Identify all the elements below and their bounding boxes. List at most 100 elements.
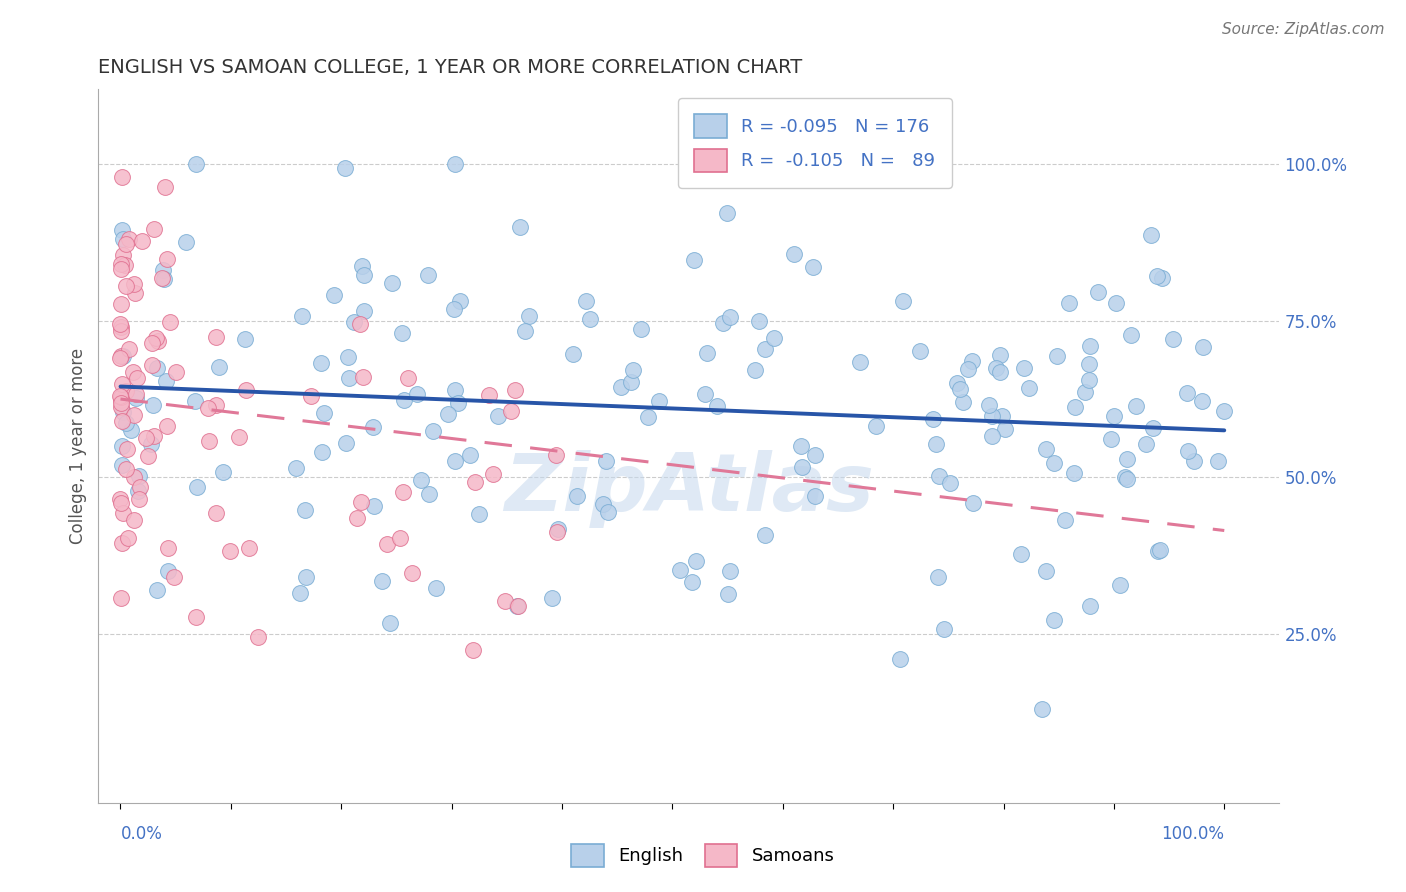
Point <box>110 390 132 404</box>
Point <box>120 424 142 438</box>
Point <box>513 324 536 338</box>
Point <box>706 399 728 413</box>
Point <box>962 496 984 510</box>
Point <box>889 652 911 666</box>
Point <box>949 382 972 396</box>
Point <box>994 422 1017 436</box>
Point <box>478 388 501 402</box>
Point <box>509 219 531 234</box>
Point <box>343 315 366 329</box>
Point <box>422 424 444 438</box>
Point <box>233 332 256 346</box>
Point <box>1077 358 1099 372</box>
Point <box>988 348 1011 362</box>
Point <box>184 394 207 409</box>
Point <box>1053 513 1076 527</box>
Point <box>309 356 332 370</box>
Point <box>952 395 974 409</box>
Point <box>696 346 718 360</box>
Point <box>205 398 228 412</box>
Point <box>121 365 143 379</box>
Point <box>115 442 138 457</box>
Point <box>1064 401 1087 415</box>
Point <box>111 439 134 453</box>
Point <box>155 374 177 388</box>
Point <box>790 459 813 474</box>
Point <box>803 489 825 503</box>
Point <box>762 330 785 344</box>
Point <box>110 319 132 334</box>
Point <box>1149 542 1171 557</box>
Point <box>1031 702 1053 716</box>
Point <box>350 260 373 274</box>
Point <box>118 232 141 246</box>
Point <box>111 349 134 363</box>
Point <box>143 429 166 443</box>
Point <box>346 511 368 525</box>
Point <box>980 409 1002 423</box>
Point <box>146 334 169 348</box>
Point <box>443 302 465 317</box>
Point <box>956 361 979 376</box>
Point <box>1102 409 1125 423</box>
Point <box>197 401 219 415</box>
Point <box>377 537 399 551</box>
Point <box>544 448 567 462</box>
Point <box>1063 466 1085 480</box>
Point <box>117 531 139 545</box>
Point <box>111 458 134 472</box>
Point <box>1099 432 1122 446</box>
Point <box>1213 404 1236 418</box>
Text: ZipAtlas: ZipAtlas <box>503 450 875 528</box>
Point <box>1146 544 1168 558</box>
Point <box>1035 442 1057 457</box>
Point <box>138 450 160 464</box>
Point <box>363 500 385 514</box>
Point <box>311 445 333 459</box>
Point <box>460 448 482 462</box>
Point <box>391 485 413 500</box>
Point <box>128 491 150 506</box>
Point <box>1161 332 1184 346</box>
Legend: English, Samoans: English, Samoans <box>564 837 842 874</box>
Point <box>517 309 540 323</box>
Point <box>1046 350 1069 364</box>
Point <box>934 622 956 636</box>
Point <box>1152 270 1174 285</box>
Point <box>578 312 600 326</box>
Point <box>110 257 132 271</box>
Point <box>547 522 569 536</box>
Point <box>977 398 1000 412</box>
Point <box>1135 437 1157 451</box>
Point <box>1078 373 1101 387</box>
Point <box>922 412 945 426</box>
Point <box>389 531 412 545</box>
Point <box>401 566 423 581</box>
Point <box>122 513 145 527</box>
Point <box>198 434 221 449</box>
Point <box>110 591 132 605</box>
Point <box>984 360 1007 375</box>
Point <box>110 351 132 365</box>
Point <box>124 387 146 401</box>
Point <box>127 484 149 499</box>
Point <box>110 496 132 510</box>
Point <box>748 313 770 327</box>
Point <box>125 391 148 405</box>
Point <box>1105 295 1128 310</box>
Point <box>111 405 134 419</box>
Point <box>648 393 671 408</box>
Point <box>1035 564 1057 578</box>
Point <box>145 330 167 344</box>
Point <box>1115 452 1137 467</box>
Point <box>503 383 526 397</box>
Point <box>693 387 716 401</box>
Point <box>1042 613 1064 627</box>
Point <box>464 475 486 490</box>
Point <box>110 395 132 409</box>
Point <box>111 223 134 237</box>
Point <box>1108 578 1130 592</box>
Point <box>111 536 134 550</box>
Point <box>418 487 440 501</box>
Point <box>804 448 827 462</box>
